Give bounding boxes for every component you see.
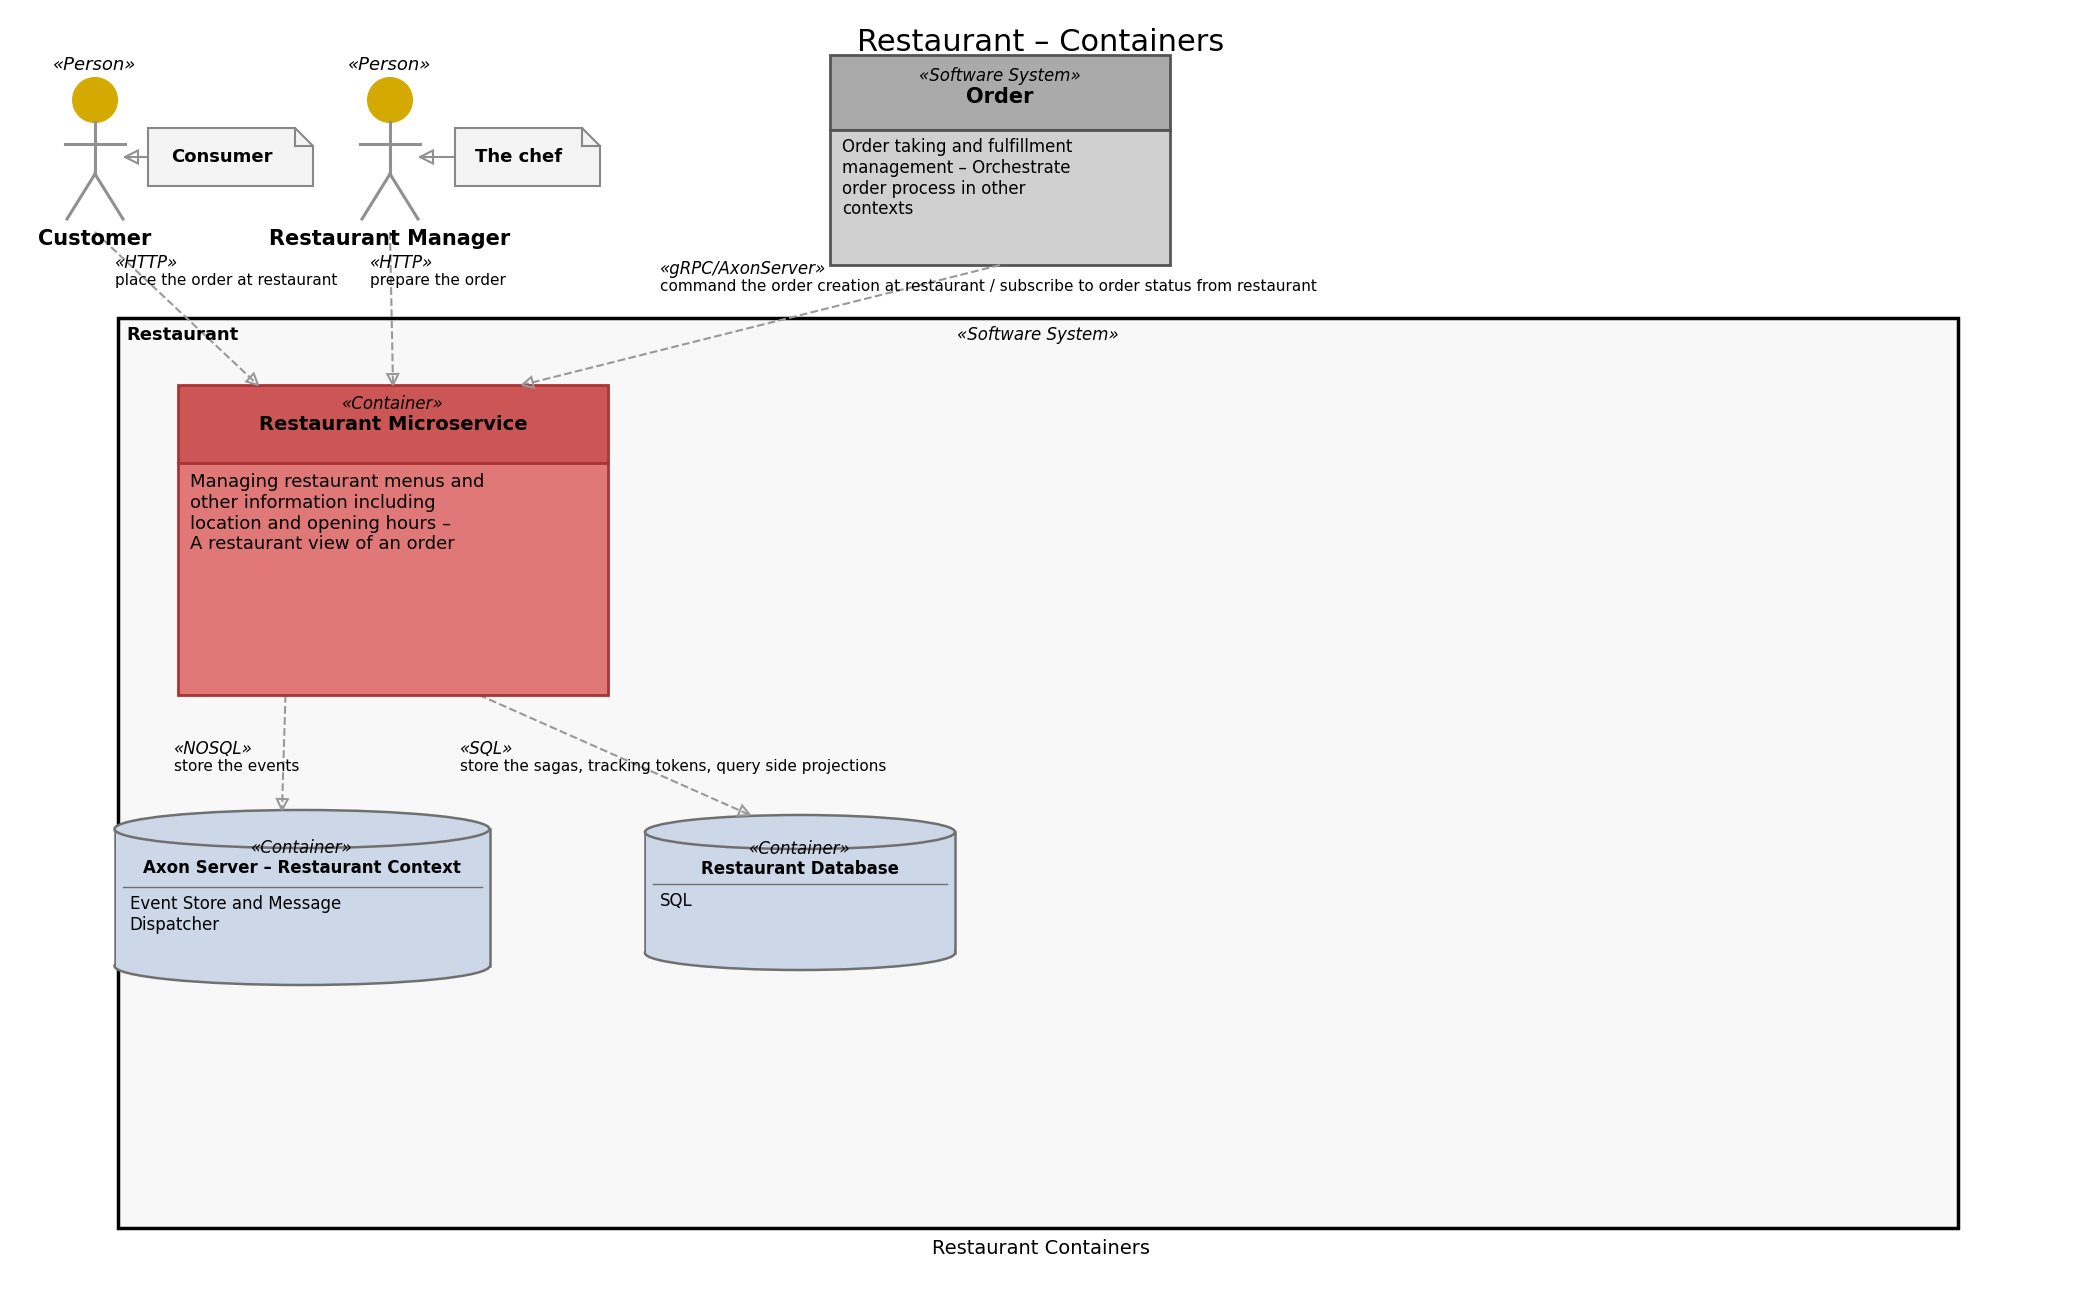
Text: «Person»: «Person»	[348, 56, 431, 74]
Text: Consumer: Consumer	[171, 148, 273, 166]
Text: Event Store and Message
Dispatcher: Event Store and Message Dispatcher	[129, 896, 342, 933]
Polygon shape	[454, 129, 600, 186]
Text: «Software System»: «Software System»	[956, 326, 1119, 344]
Text: Restaurant – Containers: Restaurant – Containers	[858, 29, 1225, 57]
Bar	[829, 130, 1171, 265]
Text: Restaurant Microservice: Restaurant Microservice	[258, 415, 527, 434]
Ellipse shape	[115, 948, 490, 985]
Text: Restaurant: Restaurant	[125, 326, 237, 344]
Text: Order taking and fulfillment
management – Orchestrate
order process in other
con: Order taking and fulfillment management …	[842, 138, 1073, 218]
Circle shape	[369, 78, 412, 122]
Text: Managing restaurant menus and
other information including
location and opening h: Managing restaurant menus and other info…	[190, 472, 485, 553]
Bar	[646, 832, 954, 953]
Text: «SQL»: «SQL»	[460, 740, 512, 758]
Text: «Container»: «Container»	[342, 395, 444, 413]
Text: «NOSQL»: «NOSQL»	[175, 740, 252, 758]
Text: prepare the order: prepare the order	[371, 273, 506, 288]
Text: «HTTP»: «HTTP»	[115, 254, 179, 273]
Bar	[115, 829, 490, 966]
Text: «Software System»: «Software System»	[919, 67, 1081, 84]
Ellipse shape	[646, 815, 954, 849]
Text: Axon Server – Restaurant Context: Axon Server – Restaurant Context	[144, 859, 460, 877]
Ellipse shape	[115, 810, 490, 848]
Text: Restaurant Containers: Restaurant Containers	[931, 1240, 1150, 1258]
Polygon shape	[148, 129, 312, 186]
Text: Customer: Customer	[37, 228, 152, 249]
Text: Restaurant Manager: Restaurant Manager	[269, 228, 510, 249]
Text: SQL: SQL	[660, 892, 694, 910]
Text: command the order creation at restaurant / subscribe to order status from restau: command the order creation at restaurant…	[660, 279, 1316, 295]
Bar	[177, 386, 608, 463]
Text: The chef: The chef	[475, 148, 562, 166]
Text: «HTTP»: «HTTP»	[371, 254, 433, 273]
Text: store the events: store the events	[175, 759, 300, 774]
Bar	[829, 55, 1171, 130]
Bar	[119, 318, 1958, 1228]
Bar	[115, 829, 490, 966]
Text: «Container»: «Container»	[750, 840, 850, 858]
Bar	[646, 832, 954, 953]
Text: Order: Order	[967, 87, 1033, 106]
Circle shape	[73, 78, 117, 122]
Text: Restaurant Database: Restaurant Database	[702, 861, 900, 877]
Text: «gRPC/AxonServer»: «gRPC/AxonServer»	[660, 260, 827, 278]
Bar	[177, 463, 608, 694]
Text: «Container»: «Container»	[252, 839, 352, 857]
Text: place the order at restaurant: place the order at restaurant	[115, 273, 337, 288]
Ellipse shape	[646, 936, 954, 970]
Text: «Person»: «Person»	[54, 56, 137, 74]
Text: store the sagas, tracking tokens, query side projections: store the sagas, tracking tokens, query …	[460, 759, 887, 774]
